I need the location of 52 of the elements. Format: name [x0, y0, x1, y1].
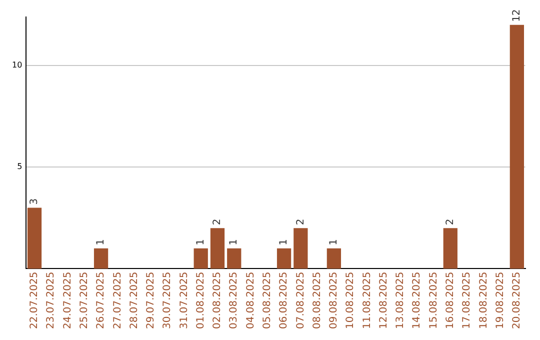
x-tick-label: 14.08.2025: [412, 272, 423, 330]
bar: [326, 248, 342, 269]
x-tick-label: 06.08.2025: [278, 272, 290, 330]
bar: [294, 228, 308, 269]
x-tick-label: 29.07.2025: [146, 272, 157, 330]
x-tick-label: 31.07.2025: [178, 272, 190, 330]
x-tick-label: 01.08.2025: [195, 272, 206, 330]
x-tick-label: 18.08.2025: [478, 272, 490, 330]
data-label: 1: [195, 239, 206, 246]
x-tick-label: 13.08.2025: [395, 272, 406, 330]
x-tick-label: 26.07.2025: [96, 272, 107, 330]
data-label: 1: [278, 239, 290, 246]
data-label: 12: [512, 9, 523, 22]
bar: [227, 248, 242, 269]
bar: [210, 228, 225, 269]
bar: [94, 248, 108, 269]
data-label: 2: [444, 218, 456, 226]
bar: [510, 24, 524, 269]
x-tick-label: 02.08.2025: [212, 272, 224, 330]
x-tick-label: 11.08.2025: [362, 272, 373, 330]
x-tick-label: 10.08.2025: [345, 272, 356, 330]
x-tick-label: 15.08.2025: [428, 272, 440, 330]
bar: [276, 248, 292, 269]
x-tick-label: 12.08.2025: [378, 272, 390, 330]
x-tick-label: 07.08.2025: [295, 272, 306, 330]
data-label: 2: [295, 218, 306, 226]
x-tick-label: 04.08.2025: [245, 272, 256, 330]
x-tick-label: 05.08.2025: [262, 272, 273, 330]
x-tick-label: 24.07.2025: [62, 272, 74, 330]
x-tick-label: 16.08.2025: [444, 272, 456, 330]
data-label: 1: [328, 239, 340, 246]
x-tick-label: 30.07.2025: [162, 272, 174, 330]
x-tick-label: 03.08.2025: [228, 272, 240, 330]
x-tick-label: 08.08.2025: [312, 272, 323, 330]
x-tick-label: 28.07.2025: [128, 272, 140, 330]
x-tick-label: 09.08.2025: [328, 272, 340, 330]
y-tick-label: 10: [12, 60, 22, 70]
data-label: 3: [29, 198, 40, 205]
x-tick-label: 27.07.2025: [112, 272, 124, 330]
data-label: 2: [212, 218, 224, 226]
data-label: 1: [228, 239, 240, 246]
x-tick-label: 20.08.2025: [512, 272, 523, 330]
x-tick-label: 17.08.2025: [462, 272, 473, 330]
bar: [443, 228, 458, 269]
bar: [27, 208, 42, 269]
y-tick-label: 5: [17, 162, 22, 172]
data-label: 1: [96, 239, 107, 246]
bar: [194, 248, 208, 269]
x-tick-label: 25.07.2025: [79, 272, 90, 330]
x-tick-label: 22.07.2025: [29, 272, 40, 330]
x-tick-label: 19.08.2025: [494, 272, 506, 330]
x-tick-label: 23.07.2025: [46, 272, 57, 330]
